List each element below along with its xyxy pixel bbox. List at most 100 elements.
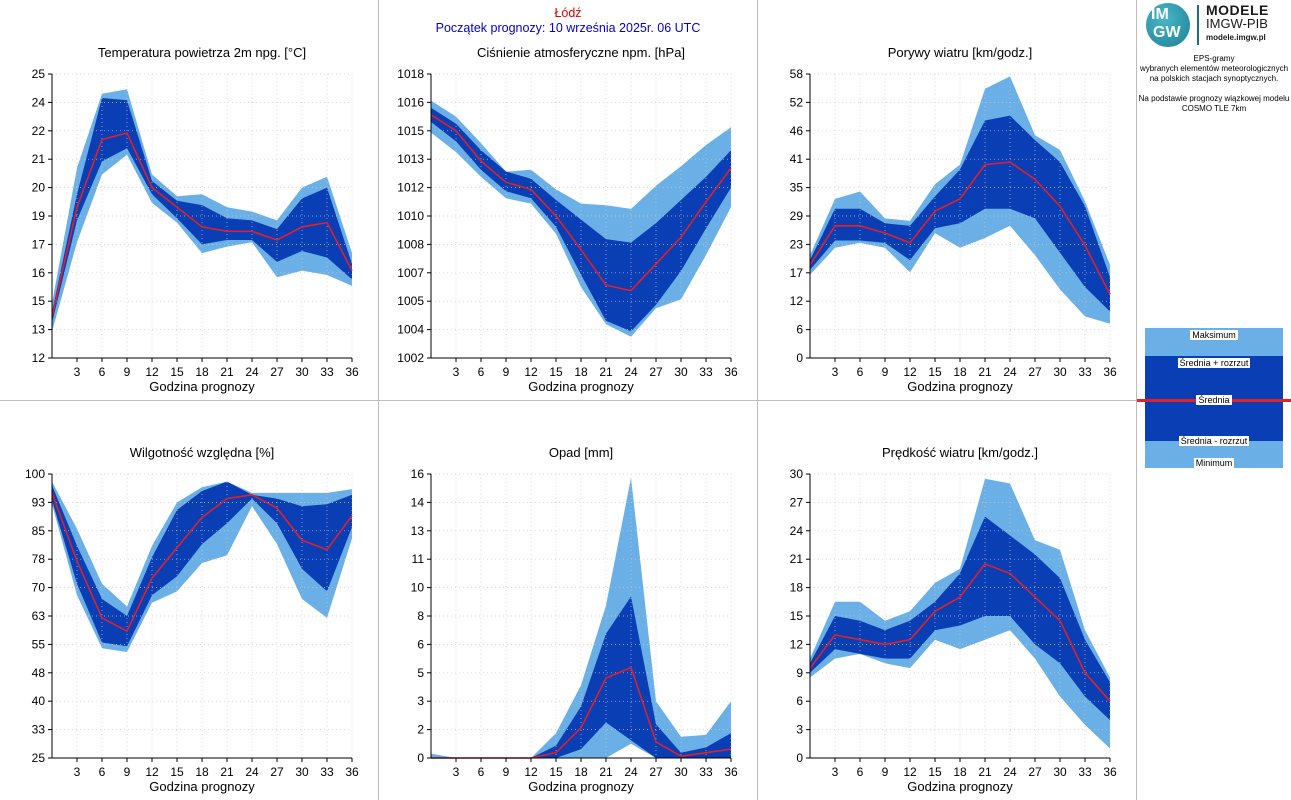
x-tick-label: 18 [195,765,209,779]
x-tick-label: 27 [649,365,663,379]
logo-name: MODELE [1206,2,1269,18]
x-tick-label: 36 [345,365,359,379]
y-tick-label: 6 [796,323,803,337]
x-tick-label: 15 [170,765,184,779]
y-tick-label: 41 [790,152,804,166]
x-axis-label: Godzina prognozy [907,779,1013,794]
x-tick-label: 6 [857,365,864,379]
x-tick-label: 33 [320,765,334,779]
desc-line: Na podstawie prognozy wiązkowej modelu [1138,94,1290,103]
logo-mark-text-1: IM [1151,6,1169,23]
y-tick-label: 17 [32,237,46,251]
y-tick-label: 1008 [397,237,424,251]
y-tick-label: 40 [32,694,46,708]
y-tick-label: 1016 [397,95,424,109]
station-name: Łódź [554,6,582,20]
y-tick-label: 3 [417,694,424,708]
x-tick-label: 12 [524,765,538,779]
mean-line [809,562,1111,702]
y-tick-label: 93 [32,495,46,509]
x-tick-label: 21 [978,365,992,379]
logo-org: IMGW-PIB [1206,16,1268,31]
y-tick-label: 1005 [397,294,424,308]
x-tick-label: 30 [1053,765,1067,779]
y-tick-label: 58 [790,67,804,81]
y-tick-label: 20 [32,181,46,195]
x-axis-label: Godzina prognozy [149,779,255,794]
y-tick-label: 1013 [397,152,424,166]
band-spread [431,107,731,332]
y-tick-label: 22 [32,124,46,138]
y-tick-label: 78 [32,552,46,566]
x-axis-label: Godzina prognozy [907,379,1013,394]
y-tick-label: 1012 [397,181,424,195]
forecast-header: Łódź Początek prognozy: 10 września 2025… [379,6,757,36]
imgw-logo[interactable]: IM GW MODELE IMGW-PIB modele.imgw.pl [1146,3,1286,47]
y-tick-label: 21 [32,152,46,166]
x-tick-label: 36 [345,765,359,779]
y-tick-label: 0 [796,751,803,765]
chart-title: Ciśnienie atmosferyczne npm. [hPa] [477,45,685,60]
x-tick-label: 33 [1078,365,1092,379]
x-tick-label: 15 [928,765,942,779]
x-tick-label: 6 [478,765,485,779]
x-tick-label: 24 [624,365,638,379]
x-tick-label: 24 [1003,365,1017,379]
y-tick-label: 1010 [397,209,424,223]
x-tick-label: 30 [295,765,309,779]
legend-label-mean-minus: Średnia - rozrzut [1178,436,1250,446]
y-tick-label: 15 [32,294,46,308]
x-tick-label: 9 [503,765,510,779]
legend-label-mean: Średnia [1196,395,1232,405]
x-tick-label: 33 [1078,765,1092,779]
y-tick-label: 17 [790,266,804,280]
desc-line: EPS-gramy [1193,54,1235,63]
y-tick-label: 1015 [397,124,424,138]
x-tick-label: 12 [145,365,159,379]
y-tick-label: 1018 [397,67,424,81]
y-tick-label: 6 [417,637,424,651]
y-tick-label: 25 [32,751,46,765]
x-tick-label: 30 [295,365,309,379]
y-tick-label: 6 [796,694,803,708]
y-tick-label: 1002 [397,351,424,365]
chart-title: Porywy wiatru [km/godz.] [888,45,1033,60]
x-tick-label: 6 [857,765,864,779]
x-tick-label: 3 [832,365,839,379]
x-axis-label: Godzina prognozy [528,779,634,794]
x-tick-label: 33 [699,765,713,779]
logo-mark-text-2: GW [1153,24,1181,41]
y-tick-label: 35 [790,181,804,195]
x-tick-label: 12 [903,765,917,779]
band-min-max [431,477,731,758]
y-tick-label: 30 [790,467,804,481]
chart-title: Prędkość wiatru [km/godz.] [882,445,1038,460]
y-tick-label: 1004 [397,323,424,337]
chart-title: Temperatura powietrza 2m npg. [°C] [98,45,306,60]
x-tick-label: 36 [724,765,738,779]
x-tick-label: 21 [220,365,234,379]
legend-label-mean-plus: Średnia + rozrzut [1177,358,1251,368]
y-tick-label: 1007 [397,266,424,280]
y-tick-label: 21 [790,552,804,566]
y-tick-label: 0 [417,751,424,765]
x-tick-label: 27 [1028,365,1042,379]
x-tick-label: 15 [549,765,563,779]
legend-label-max: Maksimum [1190,330,1238,340]
y-tick-label: 46 [790,124,804,138]
x-tick-label: 30 [674,365,688,379]
logo-site-link[interactable]: modele.imgw.pl [1206,33,1266,42]
chart-title: Opad [mm] [549,445,613,460]
x-tick-label: 30 [1053,365,1067,379]
x-tick-label: 15 [549,365,563,379]
x-tick-label: 36 [724,365,738,379]
y-tick-label: 19 [32,209,46,223]
y-tick-label: 23 [790,237,804,251]
x-tick-label: 24 [245,765,259,779]
y-tick-label: 100 [25,467,45,481]
x-tick-label: 27 [270,365,284,379]
